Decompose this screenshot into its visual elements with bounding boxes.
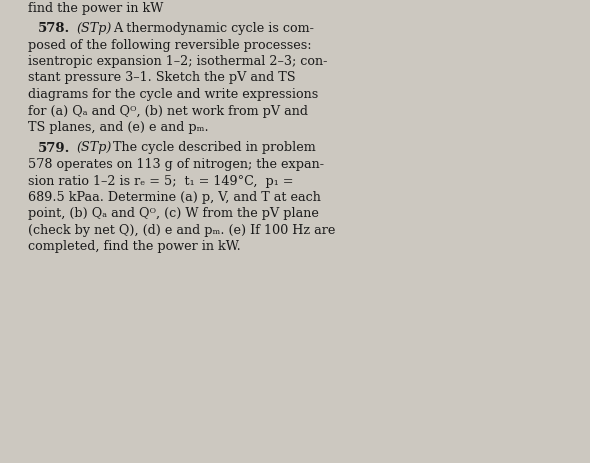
Text: diagrams for the cycle and write expressions: diagrams for the cycle and write express… bbox=[28, 88, 318, 101]
Text: sion ratio 1–2 is rₑ = 5;  t₁ = 149°C,  p₁ =: sion ratio 1–2 is rₑ = 5; t₁ = 149°C, p₁… bbox=[28, 174, 293, 187]
Text: (check by net Q), (d) e and pₘ. (e) If 100 Hz are: (check by net Q), (d) e and pₘ. (e) If 1… bbox=[28, 224, 335, 237]
Text: The cycle described in problem: The cycle described in problem bbox=[113, 141, 316, 154]
Text: 579.: 579. bbox=[38, 141, 70, 154]
Text: (STp): (STp) bbox=[76, 141, 112, 154]
Text: completed, find the power in kW.: completed, find the power in kW. bbox=[28, 240, 241, 253]
Text: find the power in kW: find the power in kW bbox=[28, 2, 163, 15]
Text: 689.5 kPaa. Determine (a) p, V, and T at each: 689.5 kPaa. Determine (a) p, V, and T at… bbox=[28, 191, 321, 204]
Text: posed of the following reversible processes:: posed of the following reversible proces… bbox=[28, 38, 312, 51]
Text: stant pressure 3–1. Sketch the pV and TS: stant pressure 3–1. Sketch the pV and TS bbox=[28, 71, 296, 84]
Text: A thermodynamic cycle is com-: A thermodynamic cycle is com- bbox=[113, 22, 314, 35]
Text: for (a) Qₐ and Qᴼ, (b) net work from pV and: for (a) Qₐ and Qᴼ, (b) net work from pV … bbox=[28, 104, 308, 117]
Text: point, (b) Qₐ and Qᴼ, (c) W from the pV plane: point, (b) Qₐ and Qᴼ, (c) W from the pV … bbox=[28, 207, 319, 220]
Text: (STp): (STp) bbox=[76, 22, 112, 35]
Text: 578 operates on 113 g of nitrogen; the expan-: 578 operates on 113 g of nitrogen; the e… bbox=[28, 158, 324, 171]
Text: 578.: 578. bbox=[38, 22, 70, 35]
Text: isentropic expansion 1–2; isothermal 2–3; con-: isentropic expansion 1–2; isothermal 2–3… bbox=[28, 55, 327, 68]
Text: TS planes, and (e) e and pₘ.: TS planes, and (e) e and pₘ. bbox=[28, 121, 209, 134]
